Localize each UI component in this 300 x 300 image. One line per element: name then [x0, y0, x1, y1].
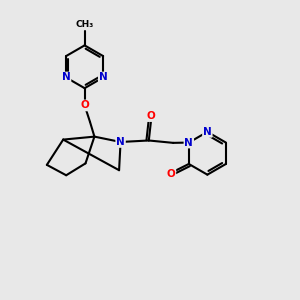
Text: N: N — [116, 137, 125, 147]
Text: N: N — [184, 138, 193, 148]
Text: O: O — [167, 169, 176, 179]
Text: N: N — [62, 73, 70, 82]
Text: O: O — [80, 100, 89, 110]
Text: N: N — [203, 127, 212, 137]
Text: CH₃: CH₃ — [76, 20, 94, 29]
Text: O: O — [147, 111, 156, 121]
Text: N: N — [99, 73, 107, 82]
